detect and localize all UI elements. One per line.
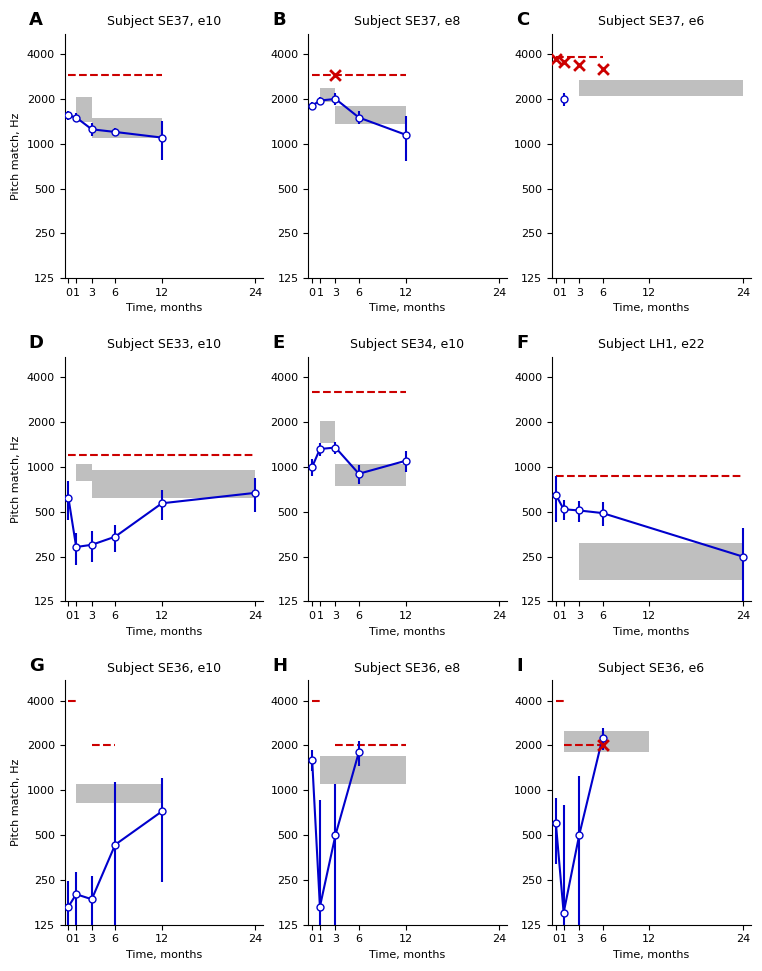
Y-axis label: Pitch match, Hz: Pitch match, Hz [11, 758, 21, 846]
Title: Subject LH1, e22: Subject LH1, e22 [598, 338, 705, 352]
Y-axis label: Pitch match, Hz: Pitch match, Hz [11, 113, 21, 200]
Y-axis label: Pitch match, Hz: Pitch match, Hz [11, 435, 21, 522]
Title: Subject SE33, e10: Subject SE33, e10 [107, 338, 221, 352]
X-axis label: Time, months: Time, months [370, 626, 446, 637]
Text: F: F [516, 334, 529, 352]
Text: D: D [29, 334, 43, 352]
Text: G: G [29, 657, 43, 675]
Bar [320, 88, 335, 102]
X-axis label: Time, months: Time, months [126, 304, 202, 314]
Title: Subject SE36, e10: Subject SE36, e10 [107, 661, 221, 675]
Text: I: I [516, 657, 523, 675]
Title: Subject SE37, e8: Subject SE37, e8 [354, 16, 461, 28]
Text: B: B [273, 11, 286, 28]
Bar [76, 784, 162, 803]
X-axis label: Time, months: Time, months [126, 626, 202, 637]
X-axis label: Time, months: Time, months [126, 950, 202, 960]
Bar [91, 117, 162, 138]
Point [549, 51, 562, 67]
Point [597, 738, 609, 753]
Bar [76, 464, 91, 482]
Title: Subject SE36, e6: Subject SE36, e6 [598, 661, 704, 675]
X-axis label: Time, months: Time, months [370, 950, 446, 960]
X-axis label: Time, months: Time, months [370, 304, 446, 314]
Title: Subject SE37, e6: Subject SE37, e6 [598, 16, 704, 28]
Point [597, 61, 609, 77]
Bar [579, 543, 743, 580]
X-axis label: Time, months: Time, months [613, 626, 690, 637]
Title: Subject SE36, e8: Subject SE36, e8 [354, 661, 461, 675]
Title: Subject SE37, e10: Subject SE37, e10 [107, 16, 221, 28]
Bar [320, 755, 405, 784]
X-axis label: Time, months: Time, months [613, 950, 690, 960]
Bar [91, 470, 255, 498]
Bar [335, 464, 405, 486]
Bar [579, 80, 743, 96]
Text: C: C [516, 11, 530, 28]
Title: Subject SE34, e10: Subject SE34, e10 [351, 338, 465, 352]
Bar [564, 731, 649, 753]
Text: E: E [273, 334, 285, 352]
Bar [76, 97, 91, 122]
Text: H: H [273, 657, 287, 675]
Text: A: A [29, 11, 43, 28]
X-axis label: Time, months: Time, months [613, 304, 690, 314]
Point [558, 54, 570, 70]
Point [329, 67, 341, 83]
Bar [320, 420, 335, 443]
Point [573, 57, 585, 73]
Bar [335, 106, 405, 124]
